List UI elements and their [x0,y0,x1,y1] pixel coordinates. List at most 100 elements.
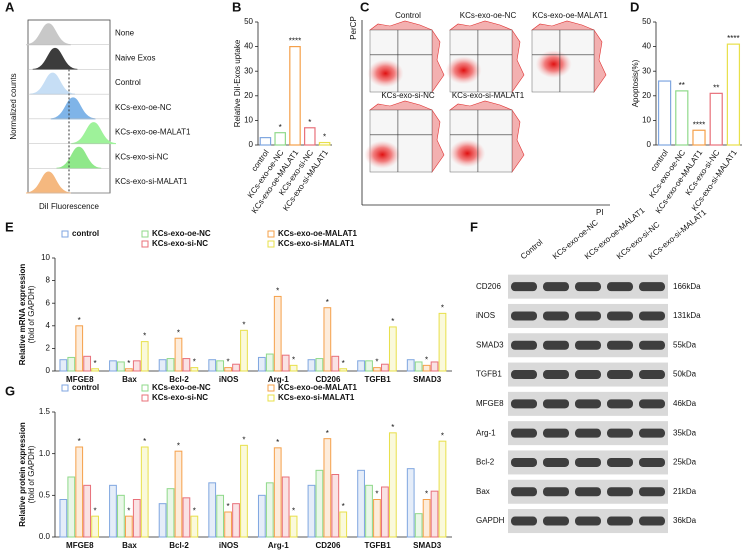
significance-label: * [127,359,130,368]
band [575,457,601,467]
significance-label: * [226,358,229,367]
bar [190,367,199,372]
size-label: 55kDa [673,340,697,349]
y-tick-label: 20 [244,91,253,100]
protein-label: iNOS [476,311,495,320]
bar [109,360,117,372]
bar [174,450,183,538]
marginal-top [449,100,513,111]
bar [430,361,439,372]
legend-label: KCs-exo-oe-MALAT1 [278,383,358,392]
bar [414,513,423,538]
size-label: 50kDa [673,370,697,379]
legend-label: KCs-exo-si-NC [115,152,169,161]
bar [323,307,332,372]
y-axis-label: Relative mRNA expression [18,264,27,366]
band [639,487,665,497]
bar [289,45,301,146]
y-tick-label: 1.0 [39,449,51,458]
x-tick-label: iNOS [219,375,239,384]
marginal-top [449,20,513,31]
legend-swatch [141,384,149,392]
bar [381,363,389,372]
x-tick-label: CD206 [315,541,340,550]
legend-label: Control [115,78,141,87]
size-label: 25kDa [673,458,697,467]
bar [232,363,240,372]
bar [224,511,232,538]
y-tick-label: 10 [41,253,50,262]
significance-label: * [143,437,146,446]
panel-letter: E [5,219,14,234]
band [543,457,569,467]
marginal-right [593,29,607,93]
significance-label: * [441,303,444,312]
band [511,428,537,438]
y-tick-label: 20 [642,91,651,100]
legend-label: KCs-exo-oe-NC [115,103,172,112]
bar [75,325,84,372]
legend-swatch [141,240,149,248]
band [639,399,665,409]
significance-label: * [78,437,81,446]
x-tick-label: Arg-1 [268,541,289,550]
y-axis-sublabel: (fold of GAPDH) [27,285,36,343]
size-label: 35kDa [673,428,697,437]
bar [318,141,331,146]
legend-label: control [72,383,99,392]
x-tick-label: Bcl-2 [169,375,189,384]
bar [406,468,415,538]
y-tick-label: 30 [244,66,253,75]
histogram-curve [30,72,76,95]
x-tick-label: TGFB1 [364,375,391,384]
x-tick-label: Bax [122,375,137,384]
bar [109,484,117,538]
bar [339,368,348,372]
bar [232,503,240,538]
band [607,311,633,321]
x-tick-label: Arg-1 [268,375,289,384]
band [543,311,569,321]
bar [83,355,92,372]
legend-label: Naive Exos [115,53,155,62]
protein-label: Bcl-2 [476,458,495,467]
plot-title: Control [395,11,421,20]
significance-label: **** [693,120,705,129]
bar [182,497,191,538]
y-tick-label: 1.5 [39,407,51,416]
band [607,428,633,438]
y-tick-label: 50 [642,17,651,26]
legend-label: control [72,229,99,238]
x-axis-label: DiI Fluorescence [39,202,100,211]
x-tick-label: MFGE8 [66,541,94,550]
bar [190,515,199,538]
size-label: 131kDa [673,311,701,320]
x-tick-label: MFGE8 [66,375,94,384]
band [575,282,601,292]
protein-label: Arg-1 [476,428,496,437]
legend-label: KCs-exo-si-MALAT1 [115,177,188,186]
bar [124,368,133,372]
bar [438,440,447,538]
significance-label: * [391,317,394,326]
y-tick-label: 30 [642,66,651,75]
significance-label: * [326,429,329,438]
band [543,487,569,497]
band [575,487,601,497]
legend-label: KCs-exo-oe-MALAT1 [278,229,358,238]
y-axis-label: Relative DiI-Exos uptake [233,39,242,127]
legend-label: KCs-exo-si-MALAT1 [278,239,355,248]
band [511,340,537,350]
bar [265,482,274,538]
y-axis-label: Apoptosis(%) [631,59,640,107]
bar [208,482,217,538]
bar [140,446,149,538]
panel-letter: F [470,219,478,234]
legend-swatch [61,230,69,238]
y-tick-label: 0 [249,140,254,149]
protein-label: Bax [476,487,490,496]
bar [216,494,225,538]
y-tick-label: 40 [642,42,651,51]
bar [692,129,706,146]
